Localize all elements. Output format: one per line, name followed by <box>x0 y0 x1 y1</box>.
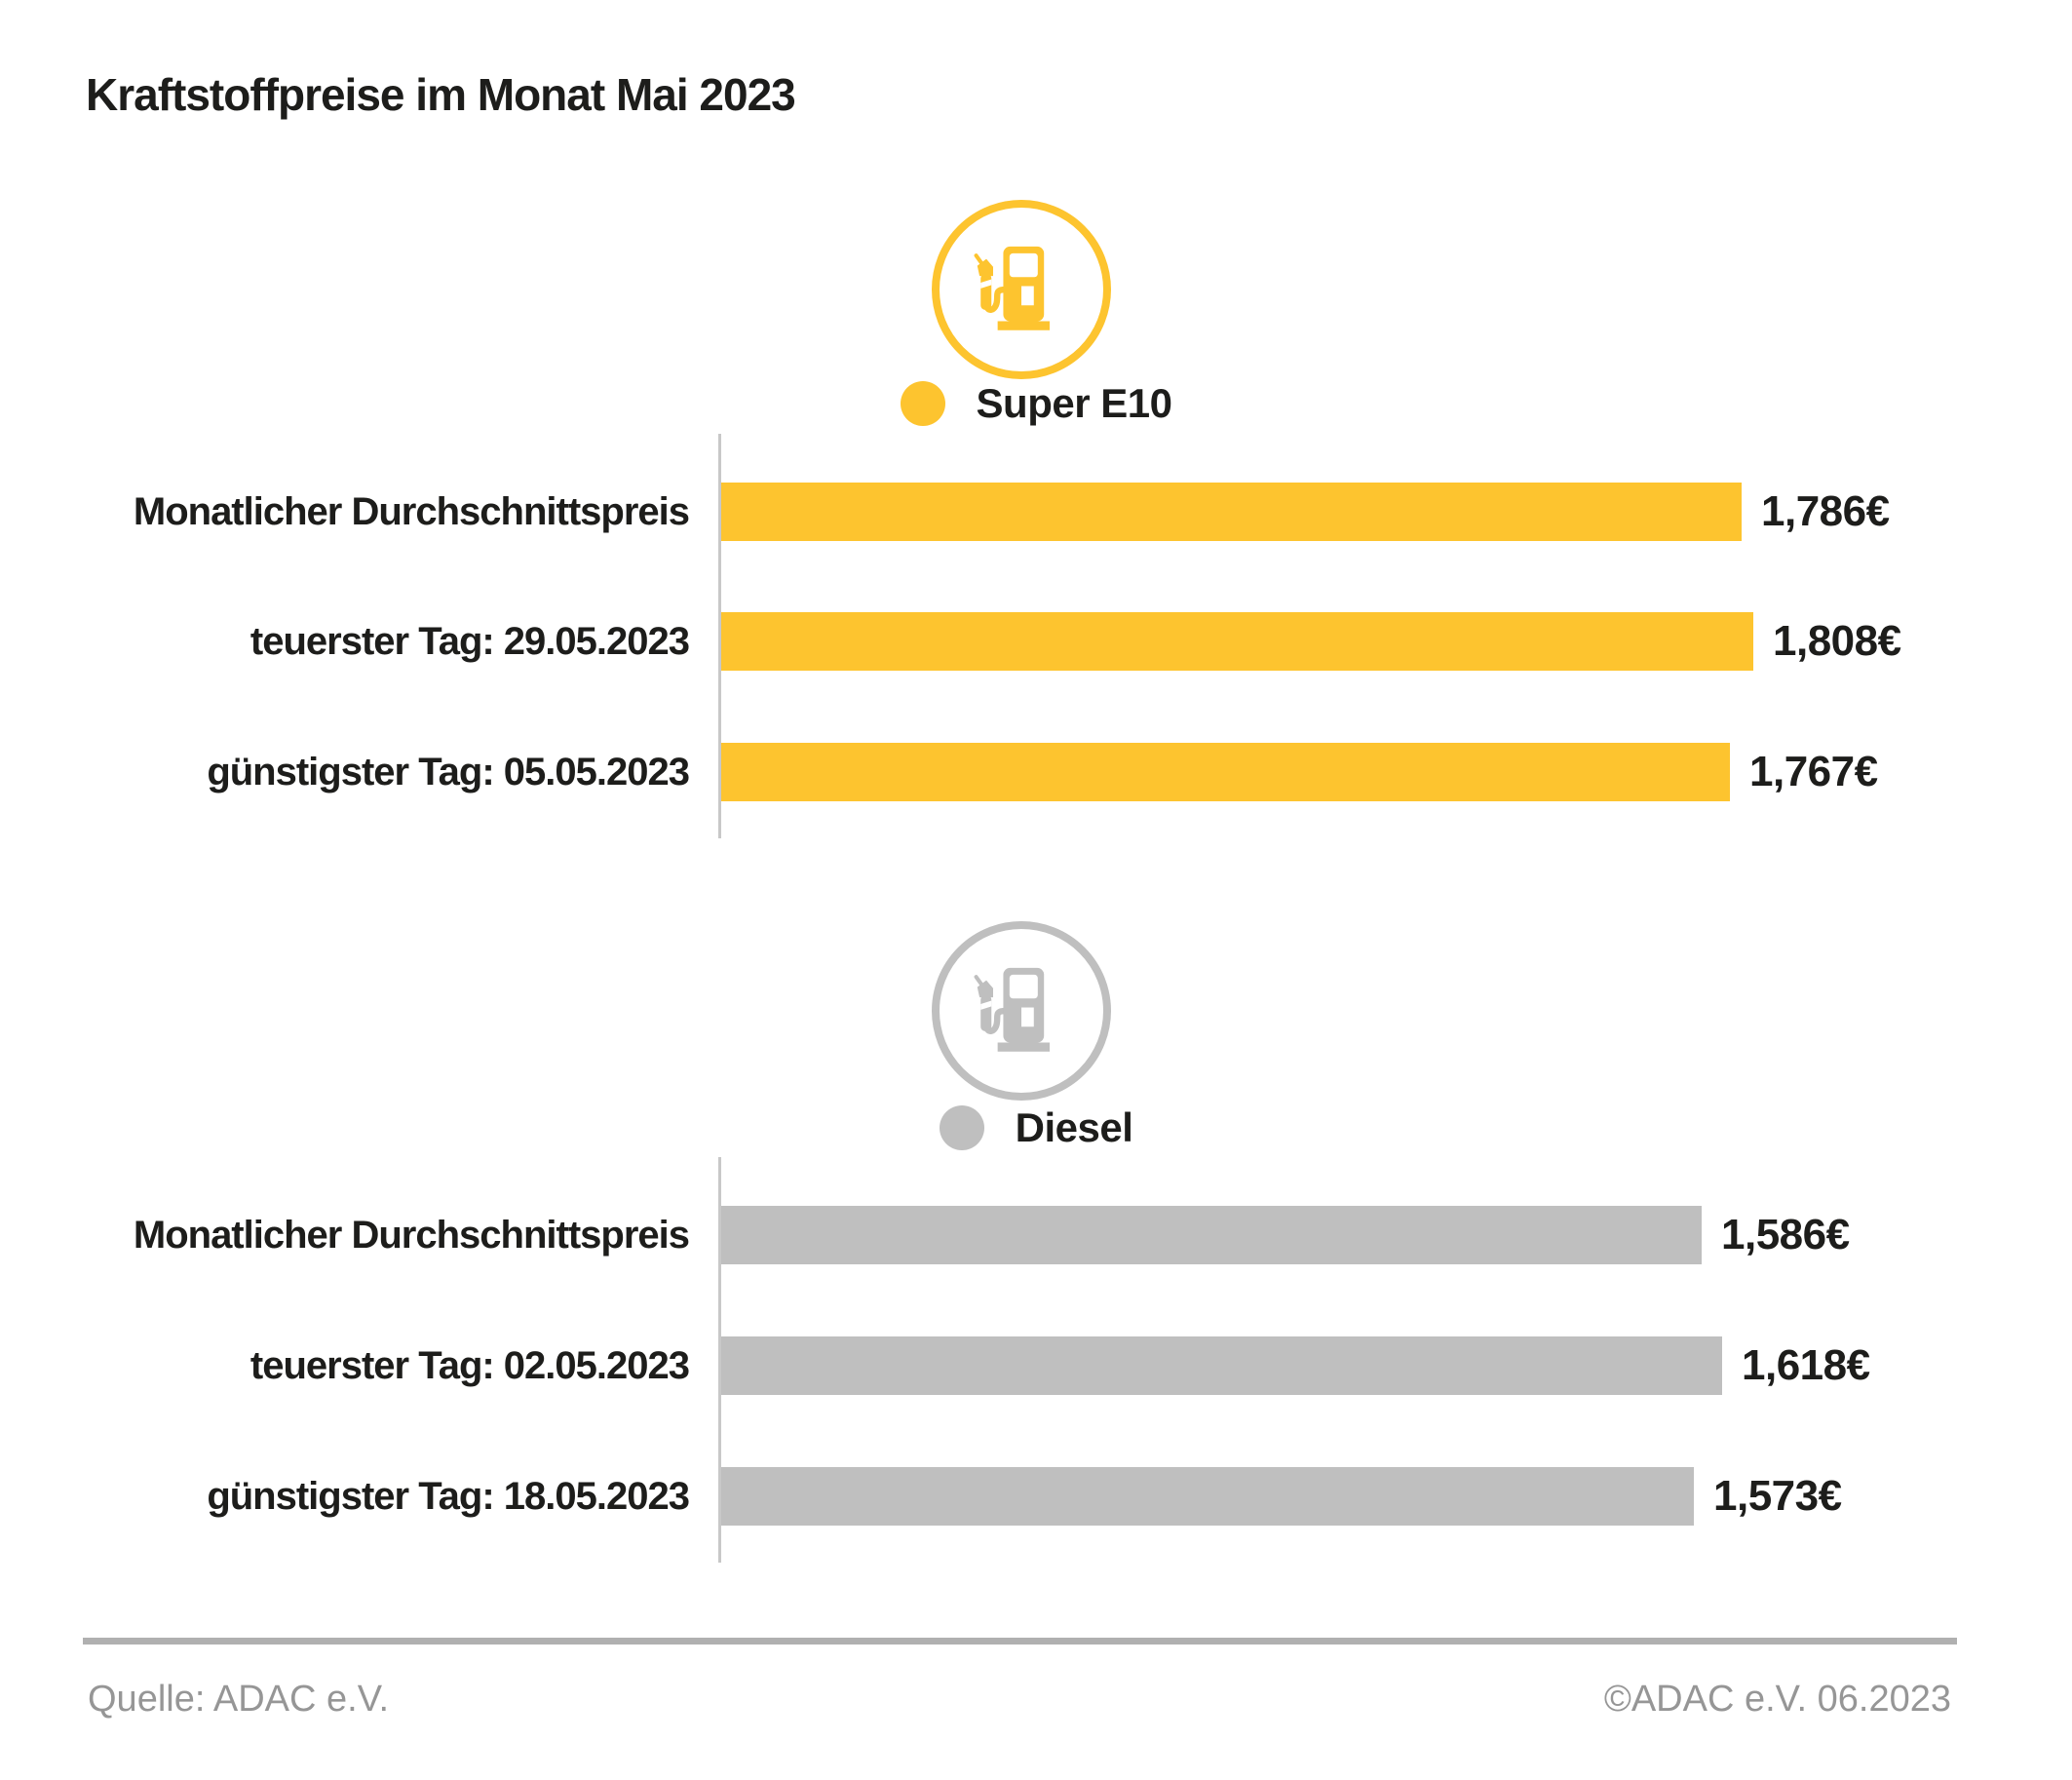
bar-row: günstigster Tag: 05.05.2023 1,767€ <box>0 743 2072 801</box>
bar <box>721 1206 1702 1264</box>
bar <box>721 1336 1722 1395</box>
bar-value: 1,573€ <box>1713 1472 1842 1520</box>
copyright-text: ©ADAC e.V. 06.2023 <box>1603 1679 1951 1720</box>
bar-row: günstigster Tag: 18.05.2023 1,573€ <box>0 1467 2072 1526</box>
footer-divider <box>83 1638 1957 1645</box>
legend-diesel: Diesel <box>0 1104 2072 1151</box>
fuel-pump-icon <box>974 246 1050 330</box>
chart-axis <box>718 1157 721 1563</box>
fuel-pump-badge <box>932 200 1111 379</box>
bar-value: 1,767€ <box>1749 748 1878 795</box>
bar <box>721 743 1730 801</box>
legend-dot-icon <box>900 381 945 426</box>
bar <box>721 1467 1694 1526</box>
bar-value: 1,618€ <box>1742 1341 1870 1389</box>
bar <box>721 612 1753 671</box>
legend-label: Diesel <box>1015 1104 1133 1150</box>
bar-label: teuerster Tag: 02.05.2023 <box>249 1343 690 1387</box>
bar-row: teuerster Tag: 02.05.2023 1,618€ <box>0 1336 2072 1395</box>
page-title: Kraftstoffpreise im Monat Mai 2023 <box>86 69 796 120</box>
bar-label: günstigster Tag: 05.05.2023 <box>207 750 690 793</box>
bar-label: teuerster Tag: 29.05.2023 <box>249 619 690 663</box>
fuel-pump-badge <box>932 921 1111 1101</box>
bar-row: Monatlicher Durchschnittspreis 1,586€ <box>0 1206 2072 1264</box>
fuel-pump-icon <box>974 967 1050 1052</box>
bar-label: Monatlicher Durchschnittspreis <box>133 489 690 533</box>
chart-axis <box>718 434 721 838</box>
bar-row: Monatlicher Durchschnittspreis 1,786€ <box>0 483 2072 541</box>
bar-value: 1,586€ <box>1721 1211 1850 1258</box>
bar-row: teuerster Tag: 29.05.2023 1,808€ <box>0 612 2072 671</box>
legend-label: Super E10 <box>976 380 1172 426</box>
source-text: Quelle: ADAC e.V. <box>88 1679 390 1720</box>
bar-label: Monatlicher Durchschnittspreis <box>133 1213 690 1257</box>
legend-super-e10: Super E10 <box>0 380 2072 427</box>
bar-value: 1,786€ <box>1761 487 1890 535</box>
bar-label: günstigster Tag: 18.05.2023 <box>207 1474 690 1518</box>
legend-dot-icon <box>939 1105 984 1150</box>
bar <box>721 483 1742 541</box>
bar-value: 1,808€ <box>1773 617 1901 665</box>
